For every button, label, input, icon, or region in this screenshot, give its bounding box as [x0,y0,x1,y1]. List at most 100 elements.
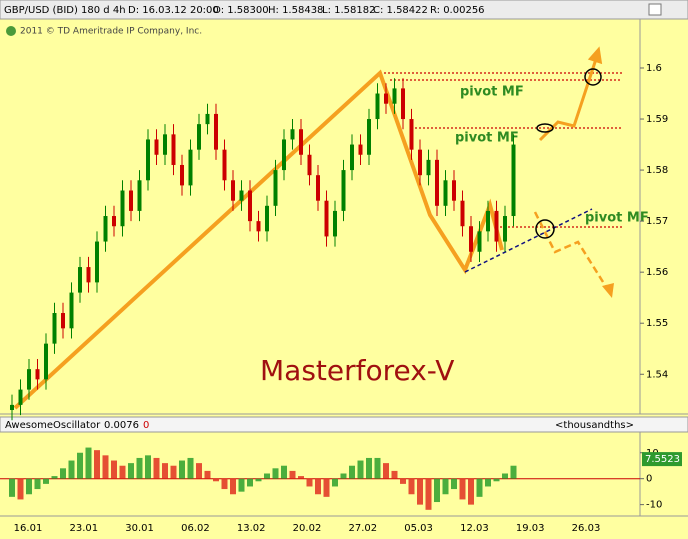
annotation: pivot MF [585,211,649,226]
trend-line [13,69,504,410]
osc-bar [77,452,83,479]
annotations: pivot MF pivot MF pivot MF [455,85,649,226]
osc-bar [340,473,347,479]
osc-bar [170,465,177,479]
candle-body [350,144,354,171]
candle-body [205,113,210,125]
x-tick-label: 12.03 [460,523,489,534]
candle-body [44,343,48,380]
osc-bar [485,478,491,487]
osc-bar [434,478,440,503]
circle-marker [536,123,554,133]
circle-marker [535,219,555,239]
candle-body [435,159,439,206]
candle-body [61,313,65,329]
osc-bar [408,478,415,495]
circle-marker [584,68,602,86]
osc-bar [476,478,483,497]
window-button[interactable] [648,3,662,16]
candle-body [231,180,235,201]
osc-bar [315,478,321,495]
candle-body [316,175,320,201]
y-tick-label: 1.58 [646,165,668,176]
osc-bar [68,460,75,479]
copyright: 2011 © TD Ameritrade IP Company, Inc. [20,27,202,37]
candle-body [214,113,218,150]
candle-body [443,180,448,206]
candle-body [384,93,388,104]
osc-bar [119,465,126,479]
osc-bar [94,450,100,479]
candle-body [511,144,516,217]
candle-body [180,164,184,186]
header-bar: GBP/USD (BID) 180 d 4h D: 16.03.12 20:00… [0,0,688,20]
osc-bar [451,478,457,490]
candle-body [409,119,414,150]
candle-body [341,170,346,211]
watermark: Masterforex-V [260,354,454,387]
y-tick-label: 1.55 [646,318,668,329]
y-tick-label: 1.6 [646,63,662,74]
osc-bar [128,463,134,479]
x-tick-label: 20.02 [293,523,322,534]
candle-body [86,267,91,283]
header-bg [0,0,688,20]
candle-body [418,149,422,176]
osc-bar [391,470,398,479]
high: H: 1.58438 [268,5,323,16]
x-tick-label: 30.01 [125,523,154,534]
candle-body [137,180,142,211]
y-tick-label: 0 [646,474,652,485]
candle-body [375,93,380,120]
osc-bar [442,478,449,495]
last-value-box [642,452,682,467]
osc-bar [502,473,508,479]
osc-bar [298,476,304,479]
osc-bar [85,447,92,479]
osc-bar [187,457,194,479]
x-tick-label: 06.02 [181,523,210,534]
open: O: 1.58300 [213,5,269,16]
osc-bar [51,476,58,479]
osc-bar [60,468,66,479]
osc-unit: <thousandths> [555,420,634,431]
osc-bar [255,478,262,482]
y-tick-label: 1.54 [646,369,668,380]
osc-bar [459,478,466,500]
y-tick-label: 1.57 [646,216,668,227]
osc-bar [111,460,117,479]
osc-bar [374,457,381,479]
candle-body [256,221,261,232]
candle-body [265,205,269,232]
osc-bar [349,465,355,479]
osc-bar [102,455,109,479]
candle-body [188,149,193,186]
osc-bar [306,478,313,487]
support-line [464,208,593,273]
candle-body [239,190,244,201]
forecast-down [533,211,610,291]
candle-body [129,190,133,211]
osc-bar [43,478,49,484]
candle-body [452,180,456,201]
osc-bar [357,460,364,479]
osc-bar [247,478,253,487]
logo [6,26,16,36]
candle-body [171,134,176,165]
y-tick-label: -10 [646,500,662,511]
arrow-head [602,283,614,298]
osc-bar [238,478,245,492]
candle-body [299,129,303,155]
osc-header [0,416,688,433]
osc-bar [468,478,474,505]
candle-body [27,369,31,390]
osc-bar [264,473,270,479]
x-tick-label: 16.01 [14,523,43,534]
range: R: 0.00256 [430,5,485,16]
x-tick-label: 27.02 [348,523,377,534]
candle-body [222,149,227,181]
candle-body [401,88,405,120]
osc-bar [221,478,228,490]
